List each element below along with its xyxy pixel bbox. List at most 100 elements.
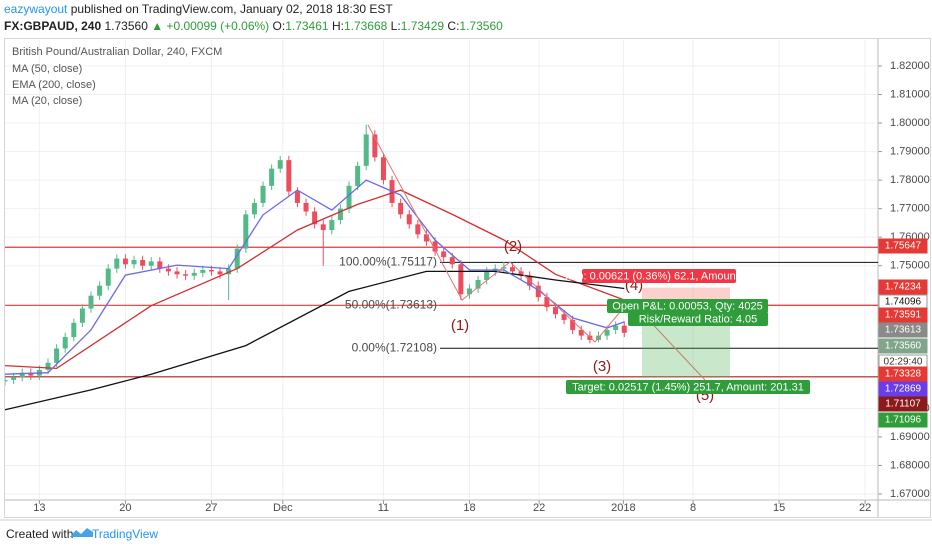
candle-body [613, 325, 619, 330]
footer-created: Created with [6, 527, 73, 541]
candle-body [260, 185, 266, 203]
candle-body [398, 202, 404, 215]
c-value: 1.73560 [459, 19, 503, 33]
candle-body [406, 214, 412, 225]
position-label: Stop: 0.00621 (0.36%) 62.1, Amount: 75 [561, 270, 757, 282]
price-tag [878, 366, 928, 382]
o-value: 1.73461 [285, 19, 329, 33]
price-tag-text: 1.73560 [885, 341, 922, 352]
fib-label: 0.00%(1.72108) [352, 340, 437, 354]
overlay: 100.00%(1.75117) 50.00%(1.73613) 0.00%(1.7… [339, 238, 810, 404]
candle-body [441, 251, 447, 258]
candle-body [475, 279, 481, 289]
price-tag-text: 1.73591 [885, 310, 922, 321]
c-label: C: [447, 19, 459, 33]
y-tick-label: 1.75000 [890, 260, 930, 272]
h-value: 1.73668 [344, 19, 388, 33]
x-tick-label: 13 [33, 502, 45, 514]
price-tag [878, 279, 928, 295]
candle-body [329, 220, 335, 231]
wave-label: (3) [593, 358, 611, 375]
x-tick-label: 27 [205, 502, 217, 514]
price-tag-text: 1.73613 [885, 325, 922, 336]
candle-body [518, 271, 524, 276]
position-label-box [607, 299, 768, 313]
x-tick-label: 18 [463, 502, 475, 514]
candle-body [561, 314, 567, 320]
price-tag-text: 02:29:40 [884, 357, 923, 368]
candle-body [183, 274, 189, 276]
candle-body [294, 191, 300, 203]
candle-body [380, 157, 386, 181]
candle-body [226, 268, 232, 275]
candle-body [200, 270, 206, 273]
price: 1.73560 [104, 19, 148, 33]
candle-body [11, 377, 17, 380]
x-tick-label: 22 [859, 502, 871, 514]
footer-brand[interactable]: TradingView [92, 527, 158, 541]
candle-body [251, 202, 257, 215]
legend-entry: MA (50, close) [12, 63, 82, 75]
candle-body [604, 329, 610, 336]
symbol: FX:GBPAUD, 240 [4, 19, 101, 33]
y-tick-label: 1.69000 [890, 431, 930, 443]
y-tick-label: 1.79000 [890, 145, 930, 157]
candle-body [208, 270, 214, 272]
candle-body [312, 211, 318, 225]
position-label-box [582, 269, 736, 283]
candle-body [157, 261, 163, 269]
candle-body [552, 307, 558, 315]
candle-body [415, 224, 421, 235]
x-tick-label: Dec [273, 502, 293, 514]
brand-logo [70, 528, 93, 537]
price-tag [878, 381, 928, 397]
candle-body [62, 337, 68, 349]
candle-body [45, 362, 51, 370]
candle-body [148, 261, 154, 266]
l-value: 1.73429 [401, 19, 445, 33]
candle-body [621, 325, 627, 333]
header-line: eazywayout published on TradingView.com,… [4, 2, 393, 16]
y-tick-label: 1.82000 [890, 60, 930, 72]
h-label: H: [332, 19, 344, 33]
price-tag [878, 322, 928, 338]
candle-body [28, 372, 34, 376]
candle-body [337, 208, 343, 221]
candle-body [5, 379, 8, 382]
position-label-box [566, 380, 810, 394]
candle-body [320, 224, 326, 231]
x-tick-label: 15 [773, 502, 785, 514]
price-tag [878, 307, 928, 323]
candle-body [79, 308, 85, 323]
candle-body [114, 258, 120, 269]
x-tick-label: 20 [119, 502, 131, 514]
y-tick-label: 1.77000 [890, 203, 930, 215]
position-label: Target: 0.02517 (1.45%) 251.7, Amount: 2… [572, 381, 804, 393]
price-tag-text: 1.71096 [885, 415, 922, 426]
candle-body [140, 260, 146, 266]
candle-body [458, 264, 464, 295]
legend-title: British Pound/Australian Dollar, 240, FX… [12, 46, 222, 58]
price-tag [878, 412, 928, 428]
legend-entry: EMA (200, close) [12, 79, 96, 91]
y-tick-label: 1.80000 [890, 117, 930, 129]
author[interactable]: eazywayout [4, 2, 68, 16]
candle-body [191, 272, 197, 276]
price-tag-text: 1.74234 [885, 282, 922, 293]
change: ▲ +0.00099 (+0.06%) [151, 19, 269, 33]
candle-body [501, 267, 507, 269]
price-tag-text: 1.74096 [885, 297, 922, 308]
candle-body [535, 285, 541, 298]
candle-body [363, 134, 369, 166]
x-tick-label: 8 [690, 502, 696, 514]
price-tag [878, 396, 928, 412]
candle-body [122, 258, 128, 265]
position-label: Open P&L: 0.00053, Qty: 4025 [612, 300, 762, 312]
wave-label: (1) [451, 317, 469, 334]
candle-body [346, 185, 352, 209]
chart-frame [4, 38, 931, 518]
fib-label: 100.00%(1.75117) [339, 255, 437, 269]
wave-label: (2) [504, 238, 522, 255]
published: published on TradingView.com, January 02… [71, 2, 394, 16]
